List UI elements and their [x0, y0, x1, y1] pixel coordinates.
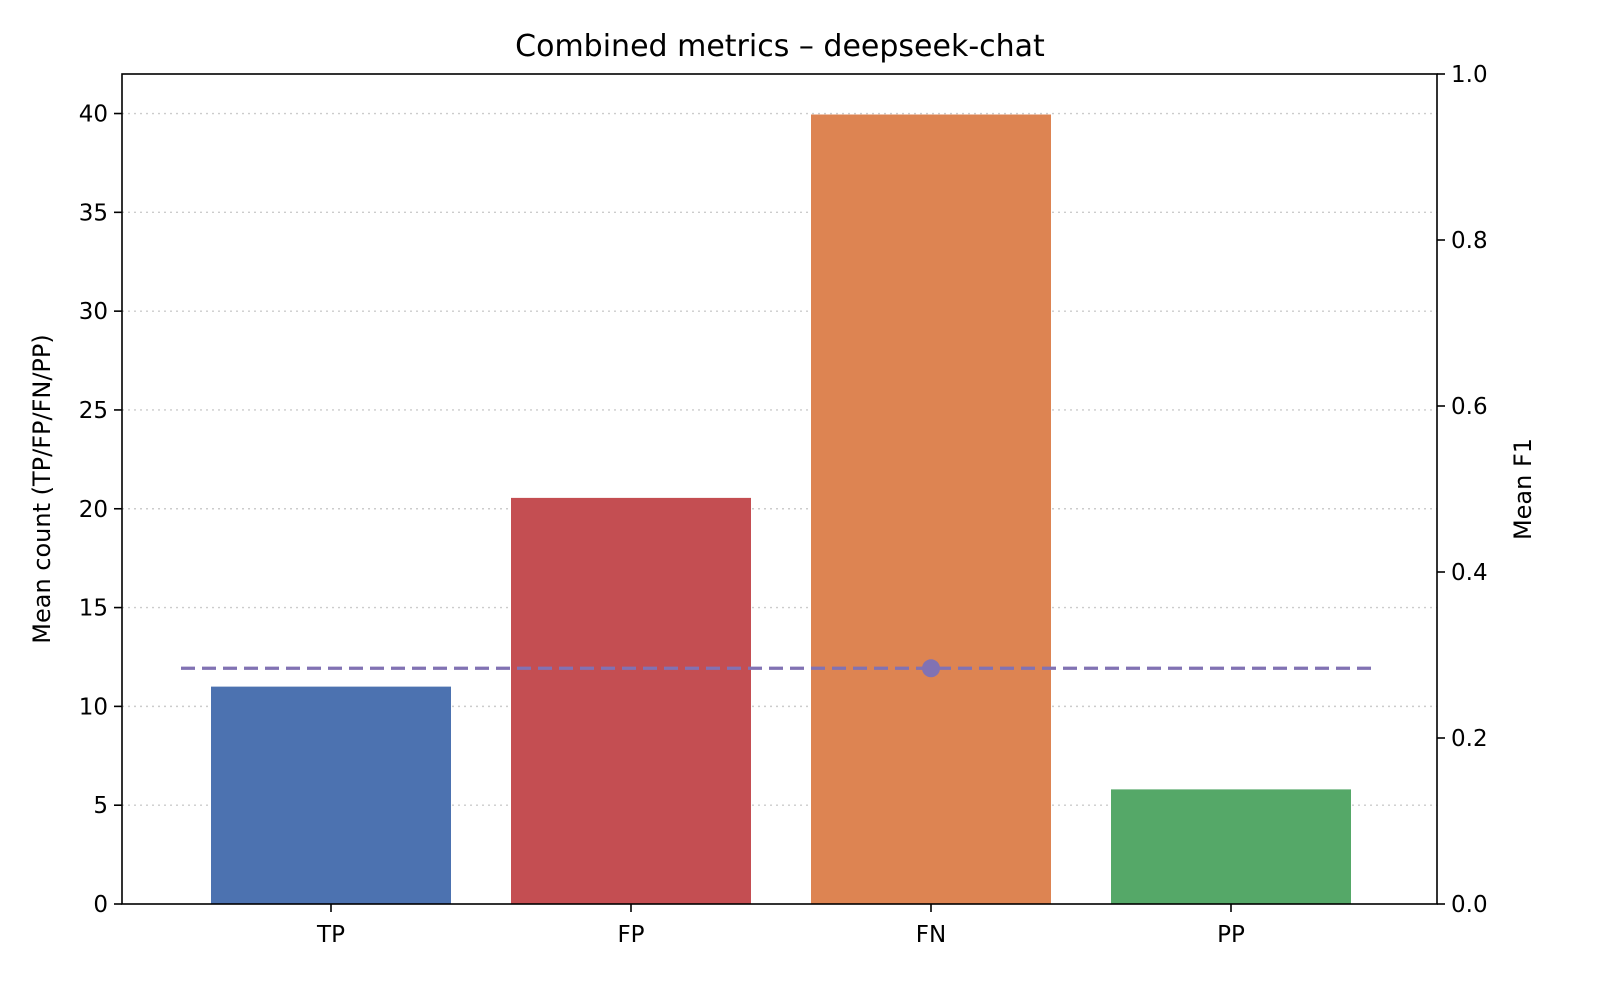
y-tick-label: 35 [79, 200, 108, 226]
x-tick-label-pp: PP [1217, 922, 1245, 948]
y-tick-label: 20 [79, 497, 108, 523]
x-axis: TP FP FN PP [316, 904, 1245, 948]
y-tick-label: 10 [79, 694, 108, 720]
bars [211, 114, 1351, 904]
y-axis-left-label: Mean count (TP/FP/FN/PP) [28, 334, 56, 643]
f1-point [922, 659, 940, 678]
y-tick-label: 40 [79, 102, 108, 128]
bar-fp [511, 497, 751, 904]
x-tick-label-fn: FN [916, 922, 946, 948]
y-axis-right: 0.0 0.2 0.4 0.6 0.8 1.0 [1437, 62, 1488, 918]
y-tick-label: 0 [93, 892, 108, 918]
y2-tick-label: 0.2 [1451, 726, 1488, 752]
bar-pp [1111, 789, 1351, 904]
y-tick-label: 25 [79, 398, 108, 424]
y-axis-left: 0 5 10 15 20 25 30 35 40 [79, 102, 122, 918]
plot-frame [121, 73, 1438, 905]
y2-tick-label: 1.0 [1451, 62, 1488, 88]
y-tick-label: 5 [93, 793, 108, 819]
y2-tick-label: 0.0 [1451, 892, 1488, 918]
y2-tick-label: 0.8 [1451, 228, 1488, 254]
y-tick-label: 15 [79, 596, 108, 622]
f1-overlay [181, 659, 1378, 678]
y2-tick-label: 0.4 [1451, 560, 1488, 586]
y-tick-label: 30 [79, 299, 108, 325]
y-axis-right-label: Mean F1 [1509, 438, 1537, 540]
x-tick-label-tp: TP [316, 922, 345, 948]
y2-tick-label: 0.6 [1451, 394, 1488, 420]
bar-fn [811, 114, 1051, 904]
bar-tp [211, 686, 451, 904]
chart-title: Combined metrics – deepseek-chat [515, 29, 1045, 64]
x-tick-label-fp: FP [617, 922, 644, 948]
